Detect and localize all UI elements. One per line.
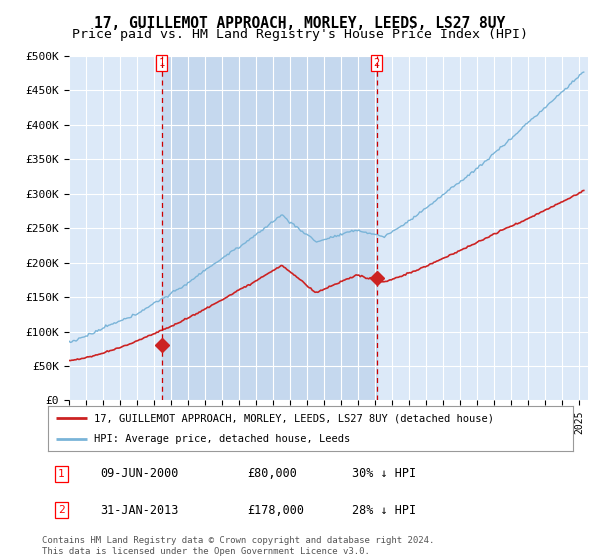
Text: £80,000: £80,000 [248,467,298,480]
Text: 30% ↓ HPI: 30% ↓ HPI [353,467,416,480]
Text: 09-JUN-2000: 09-JUN-2000 [101,467,179,480]
Bar [161,56,377,400]
Text: 2: 2 [374,58,380,68]
Text: 17, GUILLEMOT APPROACH, MORLEY, LEEDS, LS27 8UY (detached house): 17, GUILLEMOT APPROACH, MORLEY, LEEDS, L… [94,413,494,423]
Text: 28% ↓ HPI: 28% ↓ HPI [353,503,416,517]
Text: Contains HM Land Registry data © Crown copyright and database right 2024.
This d: Contains HM Land Registry data © Crown c… [42,536,434,556]
Text: 1: 1 [158,58,164,68]
Text: 17, GUILLEMOT APPROACH, MORLEY, LEEDS, LS27 8UY: 17, GUILLEMOT APPROACH, MORLEY, LEEDS, L… [94,16,506,31]
Text: 1: 1 [58,469,65,479]
Text: 2: 2 [58,505,65,515]
Text: 31-JAN-2013: 31-JAN-2013 [101,503,179,517]
Text: HPI: Average price, detached house, Leeds: HPI: Average price, detached house, Leed… [94,433,350,444]
Text: £178,000: £178,000 [248,503,305,517]
Text: Price paid vs. HM Land Registry's House Price Index (HPI): Price paid vs. HM Land Registry's House … [72,28,528,41]
